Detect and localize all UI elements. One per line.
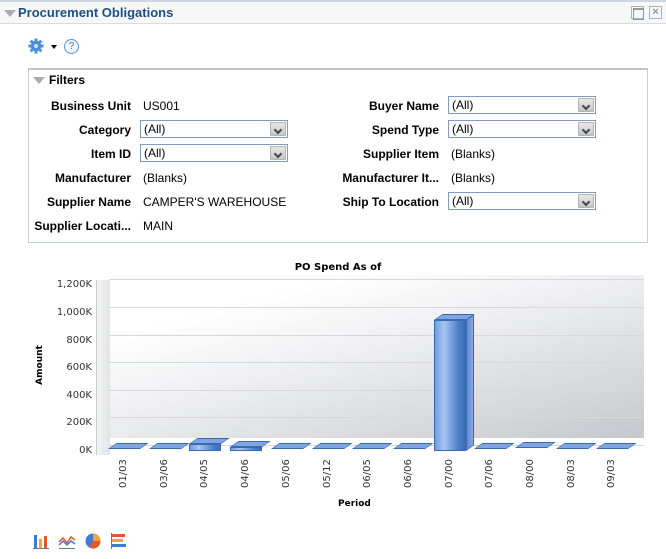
pie-chart-icon[interactable] <box>84 532 102 550</box>
x-tick-label: 08/00 <box>525 459 536 488</box>
gridline <box>109 279 644 281</box>
collapse-triangle-icon[interactable] <box>33 77 45 84</box>
y-tick-label: 600K <box>66 362 92 374</box>
horizontal-bar-chart-icon[interactable] <box>110 532 128 550</box>
chart-back-wall <box>109 275 644 438</box>
x-tick-label: 06/05 <box>362 459 374 488</box>
y-tick-label: 1,200K <box>56 279 92 291</box>
filter-label: Spend Type <box>371 123 439 137</box>
filter-label: Business Unit <box>50 99 131 113</box>
gear-icon[interactable] <box>28 38 44 54</box>
filter-value: (Blanks) <box>451 147 496 161</box>
filter-label: Supplier Name <box>46 195 131 209</box>
filter-value: (Blanks) <box>143 171 188 185</box>
chart-title: PO Spend As of <box>294 262 382 273</box>
bar-chart-icon[interactable] <box>32 532 50 550</box>
y-tick-label: 800K <box>66 334 92 346</box>
ship-to-location-select[interactable]: (All) <box>448 192 596 210</box>
collapse-triangle-icon[interactable] <box>4 10 16 17</box>
filter-label: Manufacturer <box>54 171 131 185</box>
filter-label: Item ID <box>90 147 131 161</box>
pagelet-header: Procurement Obligations × <box>0 0 666 24</box>
filter-label: Category <box>78 123 131 137</box>
gridline <box>109 307 644 308</box>
chevron-down-icon[interactable] <box>578 122 594 136</box>
filter-value: (Blanks) <box>451 171 496 185</box>
filters-title: Filters <box>49 73 86 87</box>
spend-type-select[interactable]: (All) <box>448 120 596 138</box>
line-chart-icon[interactable] <box>58 532 76 550</box>
gridline <box>109 417 644 419</box>
gridline <box>109 362 644 364</box>
chevron-down-icon[interactable] <box>578 98 594 112</box>
chevron-down-icon[interactable] <box>270 122 286 136</box>
filter-label: Supplier Item <box>362 147 439 161</box>
y-tick-label: 0K <box>79 445 92 456</box>
y-tick-label: 200K <box>66 417 92 429</box>
filter-value: MAIN <box>143 219 173 233</box>
x-tick-label: 07/06 <box>484 459 496 488</box>
filter-label: Supplier Locati... <box>34 219 131 233</box>
filters-panel: Filters Business Unit US001 Category (Al… <box>28 68 648 243</box>
filter-value: CAMPER'S WAREHOUSE <box>143 195 287 209</box>
caret-down-icon[interactable] <box>51 45 57 49</box>
filter-label: Ship To Location <box>342 195 439 209</box>
x-tick-label: 04/06 <box>240 459 252 488</box>
chevron-down-icon[interactable] <box>578 194 594 208</box>
chevron-down-icon[interactable] <box>270 146 286 160</box>
chart-side-wall <box>96 280 110 455</box>
x-tick-label: 01/03 <box>118 459 129 488</box>
category-select[interactable]: (All) <box>140 120 288 138</box>
x-tick-label: 05/12 <box>321 459 333 488</box>
x-tick-label: 04/05 <box>199 459 211 488</box>
x-tick-label: 08/03 <box>565 459 577 488</box>
x-tick-label: 05/06 <box>280 459 292 488</box>
gridline <box>109 389 644 391</box>
plot-area <box>96 275 644 455</box>
y-tick-label: 1,000K <box>56 307 92 318</box>
help-icon[interactable]: ? <box>64 39 79 54</box>
close-icon[interactable]: × <box>649 6 662 19</box>
x-tick-label: 03/06 <box>158 459 170 488</box>
maximize-icon[interactable] <box>631 6 644 20</box>
gridline <box>109 334 644 336</box>
buyer-name-select[interactable]: (All) <box>448 96 596 114</box>
filter-value: US001 <box>143 99 180 113</box>
y-tick-label: 400K <box>66 389 92 401</box>
filter-label: Manufacturer It... <box>342 171 439 185</box>
po-spend-chart: PO Spend As of Amount Period 0K 200K 400K 6… <box>28 255 648 515</box>
x-axis-label: Period <box>338 499 371 509</box>
x-tick-label: 06/06 <box>402 459 414 488</box>
page-title: Procurement Obligations <box>18 5 174 20</box>
x-tick-label: 09/03 <box>606 459 618 488</box>
filter-label: Buyer Name <box>368 99 439 113</box>
item-id-select[interactable]: (All) <box>140 144 288 162</box>
x-tick-label: 07/00 <box>443 459 455 488</box>
